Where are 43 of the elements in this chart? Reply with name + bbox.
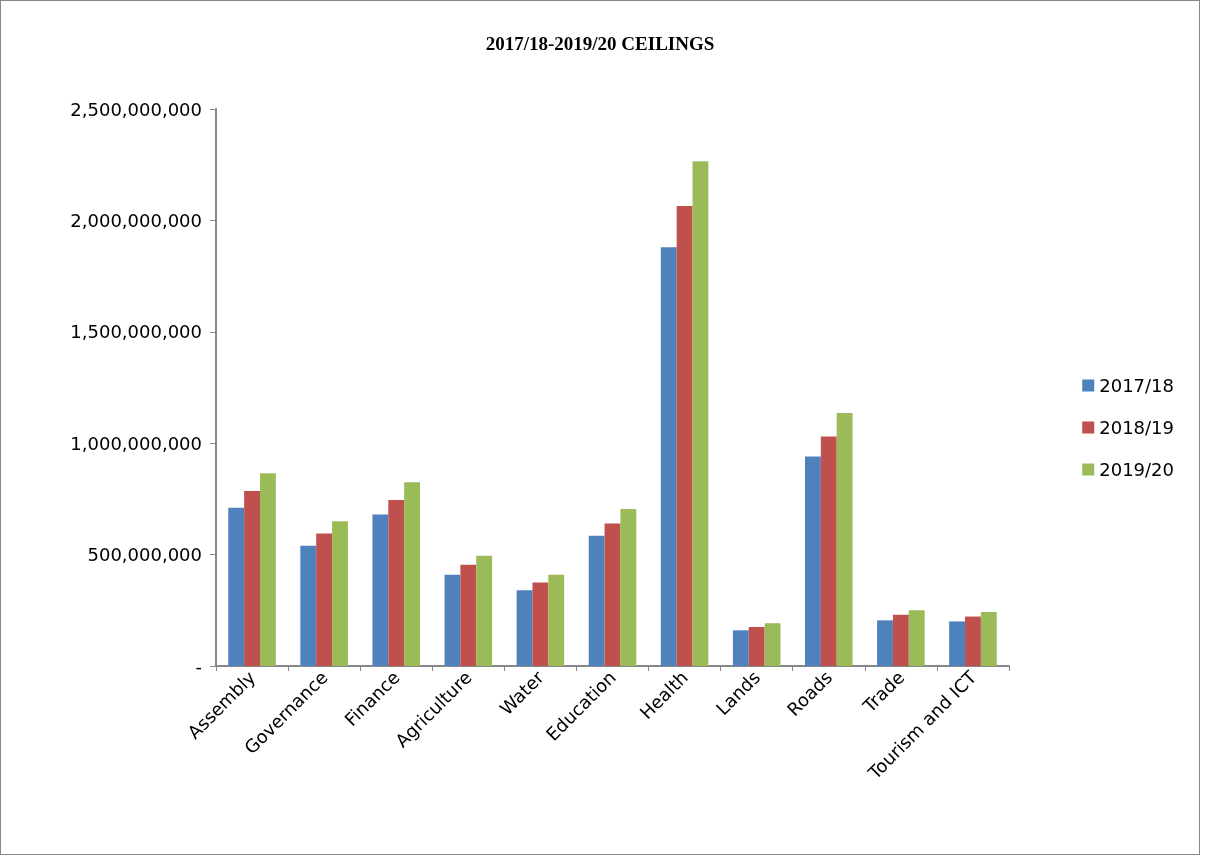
legend-label: 2017/18 xyxy=(1099,375,1174,396)
bar xyxy=(820,436,837,666)
bar xyxy=(620,508,637,666)
bar xyxy=(692,161,709,666)
bar xyxy=(404,482,421,666)
y-tick-label: - xyxy=(195,655,202,677)
bar xyxy=(444,574,461,666)
bar xyxy=(588,535,605,666)
bar xyxy=(965,616,981,666)
bar xyxy=(548,574,565,666)
legend-label: 2019/20 xyxy=(1099,459,1174,480)
bar xyxy=(372,514,389,666)
bar xyxy=(460,564,477,666)
y-tick-label: 1,500,000,000 xyxy=(70,321,202,343)
y-tick-label: 2,500,000,000 xyxy=(70,98,202,120)
bar xyxy=(748,627,765,666)
bar xyxy=(804,456,821,666)
bar xyxy=(877,620,893,666)
bar xyxy=(949,621,966,666)
bar xyxy=(244,491,260,666)
chart-title: 2017/18-2019/20 CEILINGS xyxy=(485,33,715,54)
y-tick-label: 500,000,000 xyxy=(87,544,202,566)
bar xyxy=(732,630,749,666)
bar xyxy=(259,473,276,666)
bar xyxy=(836,413,853,666)
bar xyxy=(476,555,493,666)
bar xyxy=(660,247,677,666)
bar xyxy=(332,521,348,666)
y-tick-label: 1,000,000,000 xyxy=(70,432,202,454)
bar xyxy=(388,500,405,666)
bar xyxy=(676,205,693,666)
bar xyxy=(228,507,245,666)
bar xyxy=(532,582,549,666)
bar xyxy=(908,610,925,666)
bar xyxy=(516,590,533,666)
bar xyxy=(980,612,997,666)
y-tick-label: 2,000,000,000 xyxy=(70,209,202,231)
bar xyxy=(300,545,317,666)
legend-label: 2018/19 xyxy=(1099,417,1174,438)
bar xyxy=(604,523,621,666)
bar xyxy=(316,533,333,666)
bar xyxy=(892,614,909,666)
bar xyxy=(764,623,781,666)
